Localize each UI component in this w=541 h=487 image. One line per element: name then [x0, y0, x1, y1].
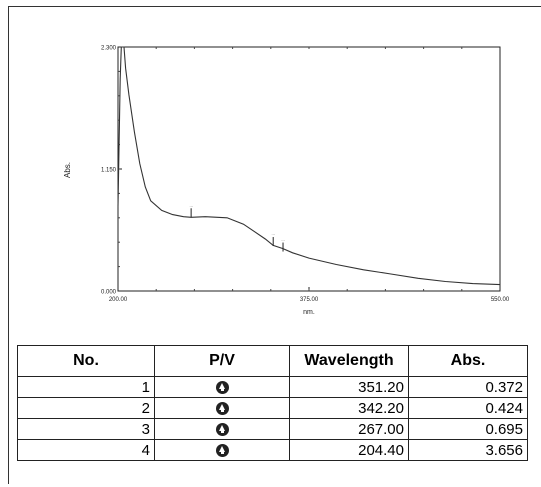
row-no: 2 — [17, 397, 155, 419]
row-abs: 3.656 — [408, 439, 528, 461]
row-abs: 0.695 — [408, 418, 528, 440]
report-frame — [8, 6, 541, 484]
y-ticks: 0.000 1.150 2.300 — [101, 46, 122, 296]
row-wavelength: 342.20 — [289, 397, 409, 419]
peak-marker-label: ... — [272, 231, 275, 236]
peak-icon — [215, 381, 229, 395]
peak-icon — [215, 402, 229, 416]
col-header-no: No. — [17, 345, 155, 377]
peak-marker-label: ... — [281, 237, 284, 242]
spectrum-line — [117, 46, 501, 286]
row-abs: 0.424 — [408, 397, 528, 419]
peak-table: No. P/V Wavelength Abs. 1 351.20 0.372 2… — [17, 345, 528, 461]
y-tick-label: 2.300 — [101, 46, 117, 52]
x-tick-label: 550.00 — [491, 297, 510, 303]
col-header-wavelength: Wavelength — [289, 345, 409, 377]
plot-area — [117, 46, 501, 292]
row-wavelength: 351.20 — [289, 376, 409, 398]
col-header-abs: Abs. — [408, 345, 528, 377]
table-row: 1 351.20 0.372 — [17, 376, 528, 398]
row-no: 1 — [17, 376, 155, 398]
x-axis-label: nm. — [303, 309, 315, 316]
x-ticks: 200.00 375.00 550.00 — [109, 47, 510, 303]
y-tick-label: 1.150 — [101, 168, 117, 174]
peak-marker-label: ... — [189, 202, 192, 207]
y-axis-label: Abs. — [63, 162, 72, 178]
row-no: 4 — [17, 439, 155, 461]
x-tick-label: 200.00 — [109, 297, 128, 303]
table-header-row: No. P/V Wavelength Abs. — [17, 345, 528, 377]
x-tick-label: 375.00 — [300, 297, 319, 303]
y-tick-label: 0.000 — [101, 290, 117, 296]
row-wavelength: 204.40 — [289, 439, 409, 461]
row-no: 3 — [17, 418, 155, 440]
peak-markers: ......... — [189, 202, 285, 252]
row-abs: 0.372 — [408, 376, 528, 398]
table-row: 2 342.20 0.424 — [17, 397, 528, 419]
row-wavelength: 267.00 — [289, 418, 409, 440]
table-row: 3 267.00 0.695 — [17, 418, 528, 440]
peak-icon — [215, 423, 229, 437]
peak-icon — [215, 444, 229, 458]
table-row: 4 204.40 3.656 — [17, 439, 528, 461]
col-header-pv: P/V — [154, 345, 290, 377]
